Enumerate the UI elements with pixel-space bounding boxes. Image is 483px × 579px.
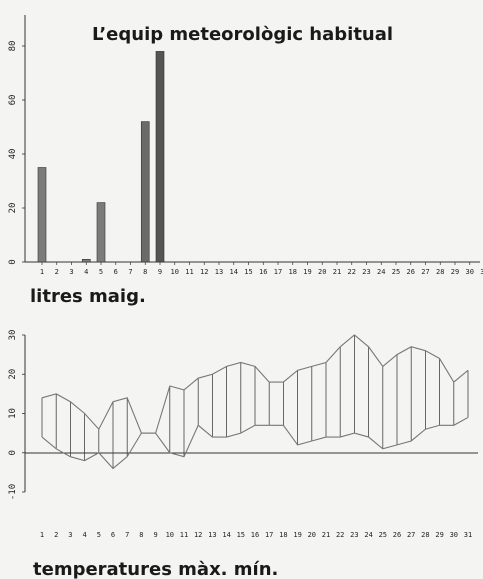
temp-range [41,334,469,470]
rain-x-tick-label: 23 [362,268,370,276]
temp-x-tick-label: 13 [208,531,216,539]
rain-x-tick-label: 11 [185,268,193,276]
rain-x-tick-label: 10 [171,268,179,276]
temp-x-tick-label: 4 [82,531,86,539]
rain-x-tick-label: 21 [333,268,341,276]
temp-x-tick-label: 6 [111,531,115,539]
temp-max-line [41,334,469,434]
rain-bar [96,202,106,263]
rain-x-tick-label: 13 [215,268,223,276]
temp-x-tick-label: 30 [450,531,458,539]
temp-y-tick-label: 30 [8,330,18,341]
rain-x-tick-label: 25 [392,268,400,276]
temp-x-tick-label: 26 [393,531,401,539]
temp-x-tick-label: 5 [97,531,101,539]
temp-x-tick-label: 12 [194,531,202,539]
rain-x-tick-label: 26 [407,268,415,276]
rain-x-tick-label: 2 [55,268,59,276]
rain-x-tick-label: 16 [259,268,267,276]
temp-x-tick-label: 21 [322,531,330,539]
temp-x-ticks: 1 2 3 4 5 6 7 8 9 10 11 12 13 14 15 16 17 18 19 20 21 22 23 24 2… [40,531,472,539]
temp-x-tick-label: 11 [180,531,188,539]
rain-x-tick-label: 3 [69,268,73,276]
rain-bar [37,167,47,263]
temp-min-line [41,416,469,470]
rain-x-tick-label: 20 [318,268,326,276]
rain-y-tick-label: 20 [8,203,18,214]
temp-y-tick-label: 10 [8,408,18,419]
temp-chart-caption: temperatures màx. mín. [33,559,278,579]
temp-x-tick-label: 31 [464,531,472,539]
temp-y-tick-label: -10 [8,484,18,500]
rain-x-tick-label: 9 [158,268,162,276]
rain-bar [140,121,150,263]
temp-x-tick-label: 1 [40,531,44,539]
rain-x-tick-label: 18 [289,268,297,276]
temp-x-tick-label: 23 [350,531,358,539]
rain-y-ticks: 80 60 40 20 0 [8,41,25,265]
temp-x-tick-label: 18 [279,531,287,539]
rain-x-tick-label: 8 [143,268,147,276]
temp-x-tick-label: 10 [166,531,174,539]
rain-x-tick-label: 27 [421,268,429,276]
rain-y-tick-label: 60 [8,95,18,106]
temp-y-ticks: 30 20 10 0 -10 [8,330,25,500]
temp-x-tick-label: 24 [364,531,372,539]
temp-x-tick-label: 20 [308,531,316,539]
rain-x-ticks: 1 2 3 4 5 6 7 8 9 10 11 12 13 14 15 16 17 18 19 20 21 22 23 24 2… [40,262,483,276]
rain-x-tick-label: 24 [377,268,385,276]
temp-y-tick-label: 20 [8,369,18,380]
temp-x-tick-label: 17 [265,531,273,539]
temp-x-tick-label: 8 [139,531,143,539]
temp-x-tick-label: 14 [222,531,230,539]
rain-x-tick-label: 15 [244,268,252,276]
rain-chart-title: L’equip meteorològic habitual [92,24,393,45]
temp-x-tick-label: 28 [421,531,429,539]
rain-x-tick-label: 17 [274,268,282,276]
temp-x-tick-label: 7 [125,531,129,539]
temp-x-tick-label: 15 [237,531,245,539]
temp-x-tick-label: 9 [153,531,157,539]
rain-y-tick-label: 0 [8,259,18,264]
rain-chart-caption: litres maig. [30,286,146,307]
temp-x-tick-label: 27 [407,531,415,539]
temp-x-tick-label: 19 [293,531,301,539]
temp-x-tick-label: 29 [435,531,443,539]
temp-x-tick-label: 25 [379,531,387,539]
rain-x-tick-label: 29 [451,268,459,276]
rain-bar [155,51,165,263]
rain-x-tick-label: 31 [480,268,483,276]
rain-x-tick-label: 7 [128,268,132,276]
rain-y-tick-label: 40 [8,149,18,160]
temp-x-tick-label: 2 [54,531,58,539]
rain-y-tick-label: 80 [8,41,18,52]
rain-x-tick-label: 6 [114,268,118,276]
rain-x-tick-label: 28 [436,268,444,276]
rain-x-tick-label: 19 [303,268,311,276]
rain-x-tick-label: 14 [230,268,238,276]
rain-x-tick-label: 22 [348,268,356,276]
rain-x-tick-label: 30 [466,268,474,276]
rain-bars [37,51,165,263]
rain-x-tick-label: 12 [200,268,208,276]
rain-bar [81,258,91,263]
rain-x-tick-label: 1 [40,268,44,276]
rain-x-tick-label: 5 [99,268,103,276]
temp-x-tick-label: 3 [68,531,72,539]
temp-x-tick-label: 16 [251,531,259,539]
temp-x-tick-label: 22 [336,531,344,539]
temp-y-tick-label: 0 [8,450,18,455]
rain-x-tick-label: 4 [84,268,88,276]
